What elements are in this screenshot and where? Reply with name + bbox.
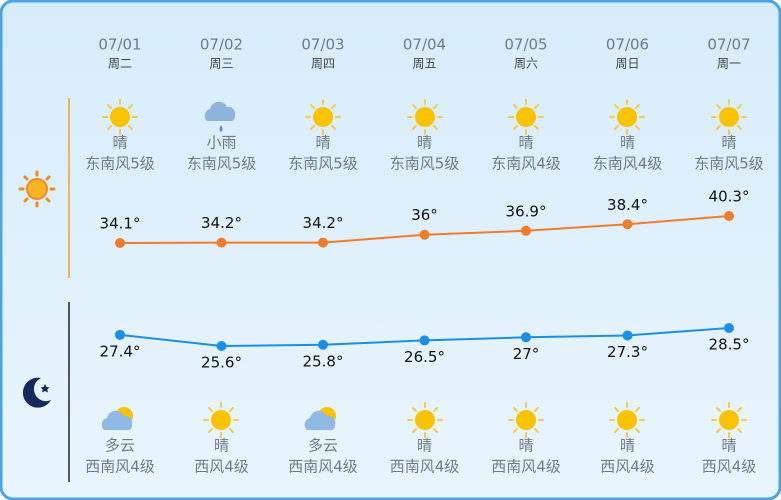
day-wind: 东南风4级 <box>491 155 561 173</box>
temperature-label: 25.8° <box>303 352 344 370</box>
temperature-point <box>318 237 328 248</box>
weekday: 周二 <box>108 57 132 71</box>
night-weather: 晴 <box>620 437 635 455</box>
night-weather: 晴 <box>214 437 229 455</box>
temperature-label: 26.5° <box>404 348 445 366</box>
day-wind: 东南风5级 <box>694 155 764 173</box>
date: 07/03 <box>301 36 344 54</box>
temperature-point <box>521 332 531 343</box>
temperature-point <box>318 339 328 350</box>
night-weather: 晴 <box>417 437 432 455</box>
night-weather: 晴 <box>518 437 533 455</box>
day-weather: 晴 <box>620 134 635 152</box>
day-weather: 晴 <box>112 134 127 152</box>
night-weather: 多云 <box>105 437 135 455</box>
temperature-point <box>521 225 531 236</box>
day-weather: 晴 <box>518 134 533 152</box>
temperature-point <box>115 238 125 248</box>
temperature-point <box>622 330 633 341</box>
temperature-point <box>216 237 227 248</box>
temperature-point <box>216 341 227 351</box>
weekday: 周六 <box>514 57 538 71</box>
temperature-point <box>622 219 633 230</box>
weekday: 周日 <box>615 57 639 71</box>
temperature-label: 28.5° <box>709 336 750 354</box>
temperature-point <box>724 211 734 221</box>
weekday: 周四 <box>311 57 335 71</box>
night-wind: 西南风4级 <box>85 458 155 476</box>
temperature-label: 27.3° <box>607 343 648 361</box>
temperature-label: 34.2° <box>303 214 344 232</box>
night-wind: 西南风4级 <box>390 458 460 476</box>
day-weather: 晴 <box>417 134 432 152</box>
date: 07/05 <box>504 36 547 54</box>
temperature-label: 34.2° <box>201 214 242 232</box>
temperature-label: 27.4° <box>100 342 141 360</box>
night-wind: 西风4级 <box>194 458 249 476</box>
day-icon <box>18 170 56 208</box>
temperature-label: 36° <box>411 206 438 224</box>
night-icon <box>22 377 52 408</box>
temperature-label: 40.3° <box>709 188 750 206</box>
day-wind: 东南风5级 <box>187 155 257 173</box>
temperature-label: 34.1° <box>100 215 141 233</box>
weekday: 周五 <box>412 57 436 71</box>
night-wind: 西风4级 <box>702 458 757 476</box>
day-weather: 小雨 <box>206 134 236 152</box>
night-wind: 西风4级 <box>600 458 655 476</box>
night-weather: 晴 <box>721 437 736 455</box>
temperature-label: 36.9° <box>506 202 547 220</box>
weekday: 周三 <box>209 57 233 71</box>
temperature-label: 25.6° <box>201 354 242 372</box>
day-wind: 东南风4级 <box>593 155 663 173</box>
temperature-label: 38.4° <box>607 196 648 214</box>
temperature-point <box>724 323 734 333</box>
date: 07/01 <box>98 36 141 54</box>
night-weather: 多云 <box>308 437 338 455</box>
date: 07/06 <box>606 36 649 54</box>
weekday: 周一 <box>717 57 741 71</box>
day-weather: 晴 <box>721 134 736 152</box>
temperature-point <box>115 329 125 340</box>
temperature-point <box>419 335 430 346</box>
day-wind: 东南风5级 <box>390 155 460 173</box>
temperature-label: 27° <box>513 345 540 363</box>
day-wind: 东南风5级 <box>85 155 155 173</box>
night-wind: 西南风4级 <box>288 458 358 476</box>
day-wind: 东南风5级 <box>288 155 358 173</box>
temperature-point <box>419 229 430 240</box>
day-weather: 晴 <box>315 134 330 152</box>
date: 07/07 <box>707 36 750 54</box>
date: 07/04 <box>403 36 446 54</box>
night-wind: 西南风4级 <box>491 458 561 476</box>
date: 07/02 <box>200 36 243 54</box>
